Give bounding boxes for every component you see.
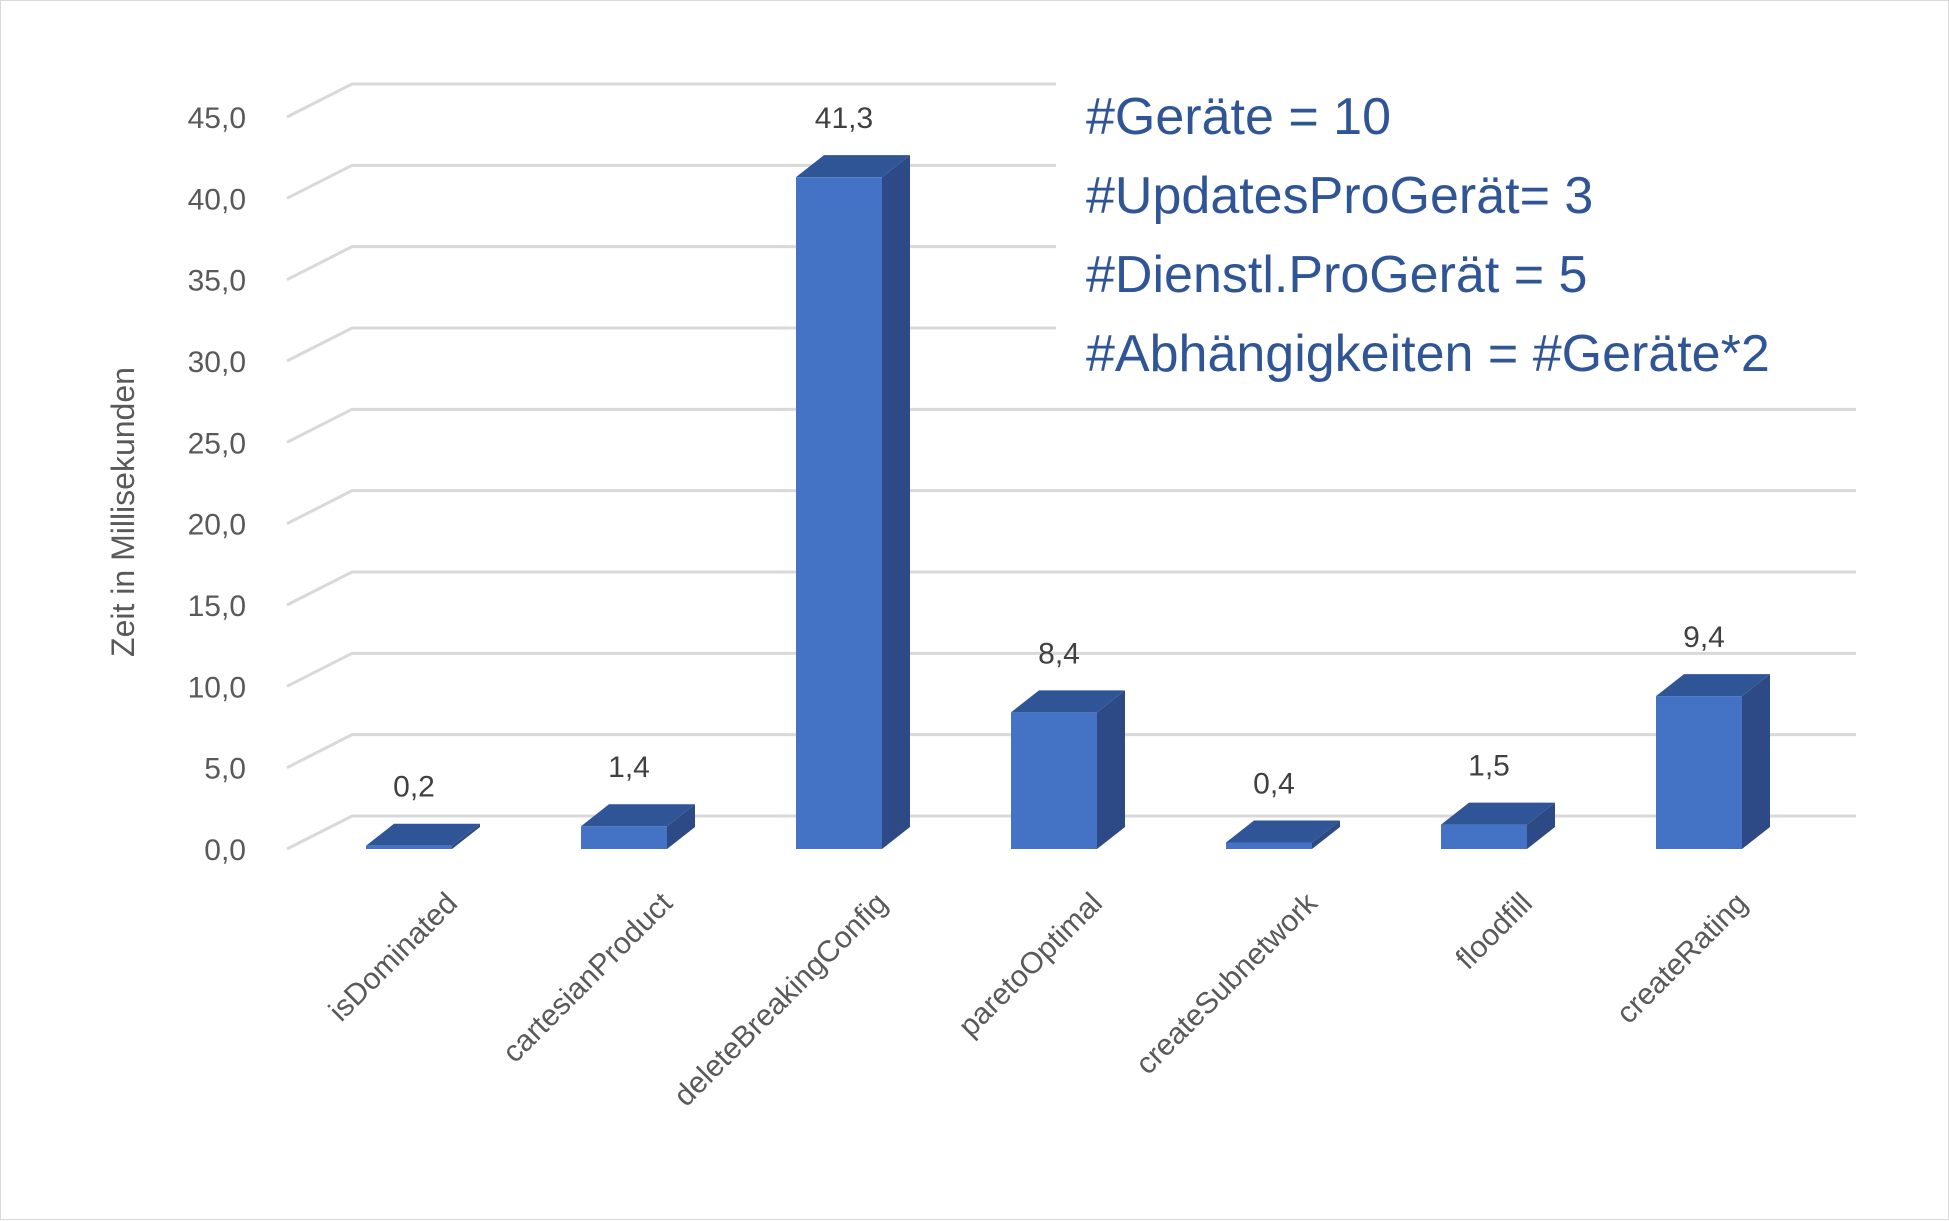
category-label: createRating	[1610, 887, 1754, 1031]
category-label: cartesianProduct	[496, 886, 679, 1069]
data-label: 0,4	[1253, 767, 1295, 800]
gridline	[286, 326, 1056, 363]
gridline	[286, 407, 1856, 444]
bar	[581, 804, 695, 849]
bar-side	[882, 155, 910, 850]
y-tick-label: 0,0	[204, 834, 246, 867]
data-label: 1,4	[608, 751, 650, 784]
annotation-box: #Geräte = 10 #UpdatesProGerät= 3 #Dienstl.…	[1086, 88, 1770, 383]
category-label: paretoOptimal	[952, 887, 1109, 1044]
y-axis-ticks: 0,0 5,0 10,0 15,0 20,0 25,0 30,0 35,0 40,0 45,0	[188, 102, 246, 867]
bar-front	[1226, 842, 1312, 849]
bar	[1226, 820, 1340, 849]
annotation-line: #Dienstl.ProGerät = 5	[1086, 246, 1587, 304]
bar	[366, 823, 480, 849]
bar-side	[1097, 690, 1125, 849]
gridline	[286, 245, 1056, 282]
y-tick-label: 15,0	[188, 590, 246, 623]
annotation-line: #Abhängigkeiten = #Geräte*2	[1086, 325, 1770, 383]
bar-side	[1312, 820, 1340, 849]
gridlines	[286, 82, 1856, 851]
bar-top	[366, 823, 480, 846]
data-label: 8,4	[1038, 637, 1080, 670]
bar-side	[667, 804, 695, 849]
gridline	[286, 82, 1056, 119]
annotation-line: #Geräte = 10	[1086, 88, 1391, 146]
bar-front	[581, 826, 667, 849]
gridline	[286, 570, 1856, 607]
bar	[1656, 674, 1770, 849]
category-label: floodfill	[1450, 887, 1539, 976]
y-tick-label: 30,0	[188, 346, 246, 379]
bar-side	[1742, 674, 1770, 849]
data-label: 9,4	[1683, 621, 1725, 654]
bar-side	[1527, 802, 1555, 849]
data-labels: 0,2 1,4 41,3 8,4 0,4 1,5 9,4	[393, 102, 1725, 804]
bars	[366, 155, 1770, 850]
bar-top	[1011, 690, 1125, 713]
y-tick-label: 10,0	[188, 671, 246, 704]
bar-front	[1441, 824, 1527, 849]
category-labels: isDominated cartesianProductdeleteBreakin…	[323, 886, 1754, 1113]
bar-top	[796, 155, 910, 178]
annotation-line: #UpdatesProGerät= 3	[1086, 167, 1593, 225]
bar-front	[1011, 712, 1097, 849]
y-tick-label: 35,0	[188, 265, 246, 298]
data-label: 41,3	[815, 102, 873, 135]
y-tick-label: 20,0	[188, 509, 246, 542]
gridline	[286, 489, 1856, 526]
data-label: 0,2	[393, 771, 435, 804]
bar-front	[366, 845, 452, 849]
bar	[1011, 690, 1125, 849]
bar-front	[1656, 696, 1742, 849]
gridline	[286, 651, 1856, 688]
y-tick-label: 40,0	[188, 183, 246, 216]
bar	[1441, 802, 1555, 849]
gridline	[286, 733, 1856, 770]
bar-top	[1656, 674, 1770, 697]
category-label: createSubnetwork	[1130, 886, 1325, 1081]
y-tick-label: 25,0	[188, 427, 246, 460]
bar	[796, 155, 910, 850]
y-tick-label: 5,0	[204, 753, 246, 786]
category-label: isDominated	[323, 887, 464, 1028]
bar-top	[1441, 802, 1555, 825]
bar-top	[1226, 820, 1340, 843]
y-tick-label: 45,0	[188, 102, 246, 135]
bar-top	[581, 804, 695, 827]
bar-front	[796, 177, 882, 850]
gridline	[286, 814, 1856, 851]
bar-side	[452, 823, 480, 849]
category-label: deleteBreakingConfig	[668, 887, 894, 1113]
y-axis-title: Zeit in Millisekunden	[105, 367, 141, 657]
data-label: 1,5	[1468, 750, 1510, 783]
gridline	[286, 163, 1056, 200]
